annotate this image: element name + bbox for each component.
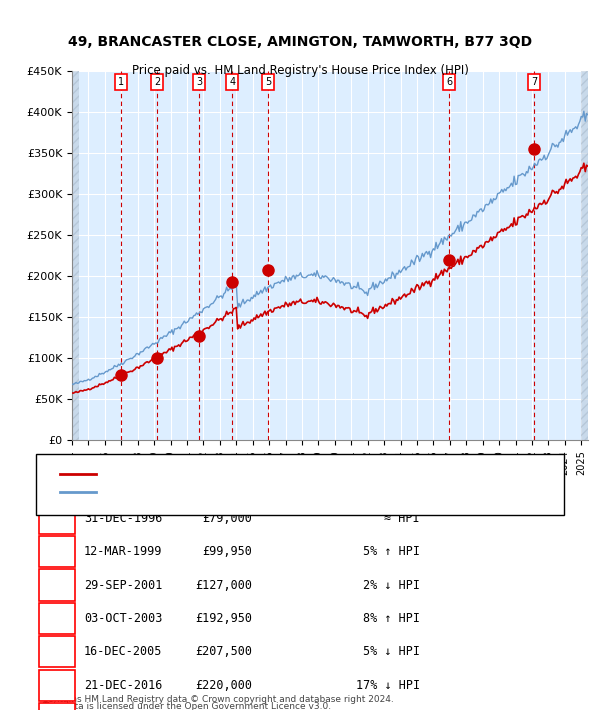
Text: HPI: Average price, detached house, Tamworth: HPI: Average price, detached house, Tamw…: [102, 487, 346, 497]
Text: 3: 3: [53, 579, 61, 591]
Text: 2: 2: [53, 545, 61, 558]
Text: ≈ HPI: ≈ HPI: [385, 512, 420, 525]
Text: Contains HM Land Registry data © Crown copyright and database right 2024.: Contains HM Land Registry data © Crown c…: [42, 695, 394, 704]
Text: This data is licensed under the Open Government Licence v3.0.: This data is licensed under the Open Gov…: [42, 702, 331, 710]
Text: 12-MAR-1999: 12-MAR-1999: [84, 545, 163, 558]
Text: 21-DEC-2016: 21-DEC-2016: [84, 679, 163, 692]
Text: £127,000: £127,000: [195, 579, 252, 591]
Text: 17% ↓ HPI: 17% ↓ HPI: [356, 679, 420, 692]
Text: 6: 6: [53, 679, 61, 692]
Text: 5: 5: [265, 77, 272, 87]
Text: 49, BRANCASTER CLOSE, AMINGTON, TAMWORTH, B77 3QD (detached house): 49, BRANCASTER CLOSE, AMINGTON, TAMWORTH…: [102, 469, 508, 479]
Text: £99,950: £99,950: [202, 545, 252, 558]
Text: 1: 1: [53, 512, 61, 525]
Text: £220,000: £220,000: [195, 679, 252, 692]
Text: 5: 5: [53, 645, 61, 658]
Bar: [581, 71, 588, 440]
Text: 2% ↓ HPI: 2% ↓ HPI: [363, 579, 420, 591]
Text: £192,950: £192,950: [195, 612, 252, 625]
Text: 03-OCT-2003: 03-OCT-2003: [84, 612, 163, 625]
Text: 16-DEC-2005: 16-DEC-2005: [84, 645, 163, 658]
Text: 4: 4: [229, 77, 235, 87]
Text: 2: 2: [154, 77, 160, 87]
Bar: [72, 71, 79, 440]
Text: 1: 1: [118, 77, 124, 87]
Text: £79,000: £79,000: [202, 512, 252, 525]
Text: 3: 3: [196, 77, 202, 87]
Text: Price paid vs. HM Land Registry's House Price Index (HPI): Price paid vs. HM Land Registry's House …: [131, 64, 469, 77]
Text: 29-SEP-2001: 29-SEP-2001: [84, 579, 163, 591]
Text: 49, BRANCASTER CLOSE, AMINGTON, TAMWORTH, B77 3QD: 49, BRANCASTER CLOSE, AMINGTON, TAMWORTH…: [68, 36, 532, 50]
Text: 31-DEC-1996: 31-DEC-1996: [84, 512, 163, 525]
Text: 7: 7: [531, 77, 538, 87]
Text: 5% ↑ HPI: 5% ↑ HPI: [363, 545, 420, 558]
Text: 5% ↓ HPI: 5% ↓ HPI: [363, 645, 420, 658]
Text: 8% ↑ HPI: 8% ↑ HPI: [363, 612, 420, 625]
Text: 6: 6: [446, 77, 452, 87]
Text: 4: 4: [53, 612, 61, 625]
Text: £207,500: £207,500: [195, 645, 252, 658]
